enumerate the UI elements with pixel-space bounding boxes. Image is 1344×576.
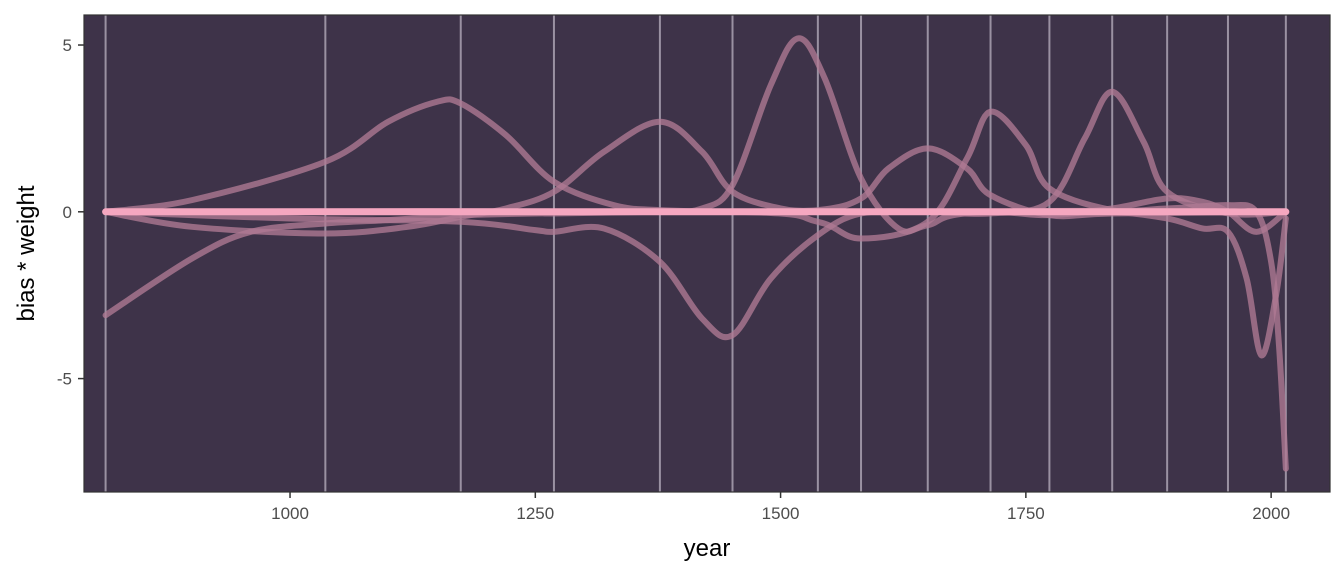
x-tick-label-0: 1000 [271,504,309,523]
x-tick-label-3: 1750 [1007,504,1045,523]
y-axis-title: bias * weight [13,185,40,321]
x-tick-label-1: 1250 [516,504,554,523]
plot-panel-border [83,14,1331,493]
y-tick-label-1: 0 [63,203,72,222]
x-axis-title: year [684,535,731,562]
plot-panel [84,15,1330,492]
x-axis: 1000 1250 1500 1750 2000 [271,492,1290,523]
series-layer [102,35,1290,472]
y-tick-label-2: -5 [57,370,72,389]
y-axis: 5 0 -5 [57,36,84,389]
x-tick-label-4: 2000 [1252,504,1290,523]
x-tick-label-2: 1500 [762,504,800,523]
y-tick-label-0: 5 [63,36,72,55]
